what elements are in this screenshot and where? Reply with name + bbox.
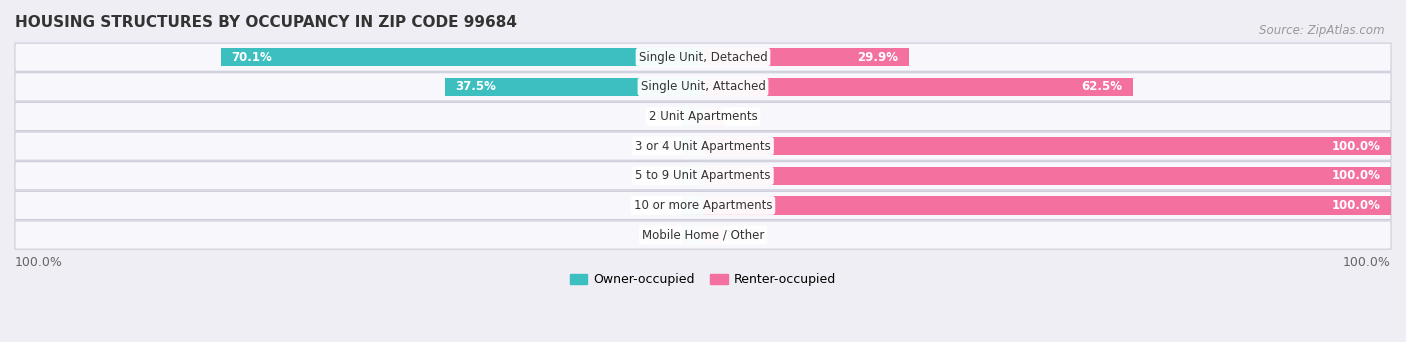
Bar <box>703 48 908 66</box>
Text: 5 to 9 Unit Apartments: 5 to 9 Unit Apartments <box>636 169 770 182</box>
FancyBboxPatch shape <box>15 73 1391 101</box>
Legend: Owner-occupied, Renter-occupied: Owner-occupied, Renter-occupied <box>565 268 841 291</box>
FancyBboxPatch shape <box>15 191 1391 220</box>
FancyBboxPatch shape <box>15 162 1391 190</box>
Text: 0.0%: 0.0% <box>645 199 675 212</box>
FancyBboxPatch shape <box>15 102 1391 131</box>
Text: 29.9%: 29.9% <box>858 51 898 64</box>
Bar <box>682 226 703 244</box>
Text: 100.0%: 100.0% <box>1331 199 1381 212</box>
Bar <box>703 137 1391 155</box>
Text: 100.0%: 100.0% <box>1331 169 1381 182</box>
Text: 10 or more Apartments: 10 or more Apartments <box>634 199 772 212</box>
Bar <box>682 137 703 155</box>
Text: 0.0%: 0.0% <box>645 140 675 153</box>
Bar <box>682 107 703 126</box>
Text: 70.1%: 70.1% <box>231 51 271 64</box>
FancyBboxPatch shape <box>15 43 1391 71</box>
FancyBboxPatch shape <box>15 132 1391 160</box>
Text: Source: ZipAtlas.com: Source: ZipAtlas.com <box>1260 24 1385 37</box>
Bar <box>446 78 703 96</box>
Text: HOUSING STRUCTURES BY OCCUPANCY IN ZIP CODE 99684: HOUSING STRUCTURES BY OCCUPANCY IN ZIP C… <box>15 15 517 30</box>
Text: 100.0%: 100.0% <box>1343 256 1391 269</box>
Text: 2 Unit Apartments: 2 Unit Apartments <box>648 110 758 123</box>
FancyBboxPatch shape <box>15 221 1391 249</box>
Text: Single Unit, Attached: Single Unit, Attached <box>641 80 765 93</box>
Bar <box>703 78 1133 96</box>
Text: 0.0%: 0.0% <box>731 228 761 241</box>
Text: 100.0%: 100.0% <box>15 256 63 269</box>
Text: Single Unit, Detached: Single Unit, Detached <box>638 51 768 64</box>
Text: 0.0%: 0.0% <box>645 228 675 241</box>
Bar <box>682 196 703 215</box>
Bar <box>221 48 703 66</box>
Bar <box>703 226 724 244</box>
Bar <box>682 167 703 185</box>
Text: 3 or 4 Unit Apartments: 3 or 4 Unit Apartments <box>636 140 770 153</box>
Bar <box>703 167 1391 185</box>
Text: 0.0%: 0.0% <box>645 169 675 182</box>
Bar <box>703 196 1391 215</box>
Bar <box>703 107 724 126</box>
Text: 100.0%: 100.0% <box>1331 140 1381 153</box>
Text: 0.0%: 0.0% <box>731 110 761 123</box>
Text: 0.0%: 0.0% <box>645 110 675 123</box>
Text: Mobile Home / Other: Mobile Home / Other <box>641 228 765 241</box>
Text: 62.5%: 62.5% <box>1081 80 1122 93</box>
Text: 37.5%: 37.5% <box>456 80 496 93</box>
